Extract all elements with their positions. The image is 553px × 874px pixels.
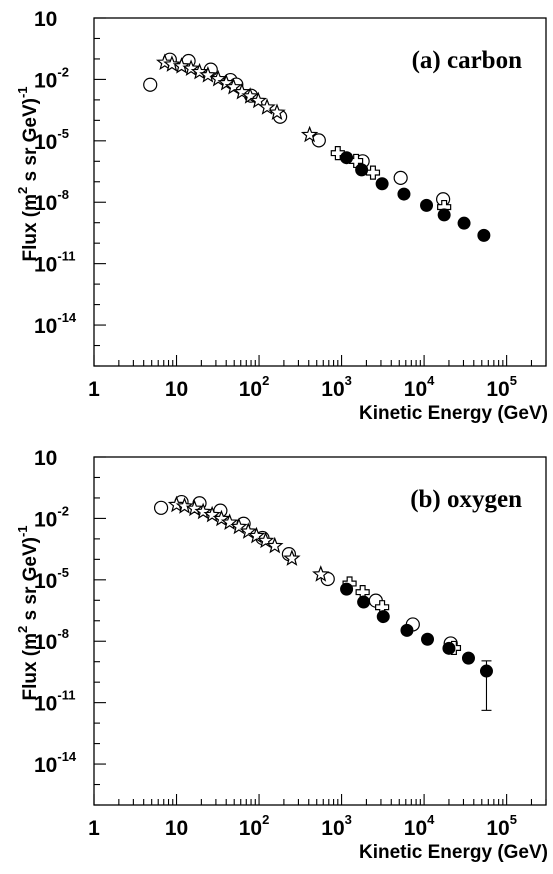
data-point-open-star (209, 69, 227, 87)
x-tick-label: 105 (486, 373, 517, 401)
data-point-open-star (249, 91, 268, 109)
data-point-open-circle (143, 77, 158, 92)
y-tick-label: 10-5 (34, 126, 69, 154)
panel-label: (b) oxygen (410, 486, 522, 513)
data-point-filled-circle (420, 198, 434, 212)
data-point-open-star (233, 82, 251, 100)
y-tick-label: 10-11 (34, 249, 75, 277)
data-point-open-star (266, 536, 284, 554)
y-tick-label: 10-8 (34, 626, 69, 654)
y-tick-label: 10-2 (34, 64, 69, 92)
data-point-filled-circle (457, 216, 471, 230)
data-point-open-star (185, 499, 204, 517)
data-point-open-star (199, 66, 217, 83)
data-point-open-star (203, 505, 221, 523)
data-point-filled-circle (477, 228, 491, 242)
panel-oxygen: 1 10 102 103 104 105 10 10-2 10-5 10-8 10-11 10-14 K… (15, 447, 548, 863)
data-point-filled-circle (437, 208, 451, 222)
x-tick-label: 104 (404, 373, 435, 401)
x-axis-title: Kinetic Energy (GeV) (359, 403, 548, 424)
y-axis-title: Flux (m2 s sr GeV)-1 (15, 86, 41, 261)
data-point-filled-circle (461, 651, 475, 665)
data-point-open-star (268, 103, 286, 120)
data-point-filled-circle (357, 595, 371, 609)
data-point-open-star (241, 87, 259, 104)
x-tick-label: 105 (486, 812, 517, 840)
y-tick-label: 10-2 (34, 503, 69, 531)
data-point-open-star (163, 55, 181, 72)
data-point-open-star (172, 57, 191, 74)
y-tick-label: 10-14 (34, 310, 77, 338)
data-point-open-star (212, 509, 231, 527)
data-point-open-star (300, 125, 319, 143)
data-point-open-star (175, 497, 194, 514)
data-point-open-cross (365, 165, 381, 180)
data-point-open-star (194, 502, 212, 520)
x-tick-label: 1 (88, 817, 100, 840)
panel-carbon: 1 10 102 103 104 105 10 10-2 10-5 10-8 10-11 10-14 K… (15, 8, 548, 424)
x-tick-label: 103 (321, 812, 352, 840)
data-point-open-circle (393, 170, 408, 185)
data-point-open-circle (153, 500, 169, 515)
data-point-open-star (256, 531, 275, 549)
x-tick-label: 1 (88, 378, 100, 401)
data-point-open-star (167, 495, 186, 513)
data-point-filled-circle (375, 177, 389, 191)
y-tick-label: 10 (34, 8, 57, 31)
data-point-filled-circle (340, 582, 354, 596)
data-point-open-star (247, 526, 266, 544)
data-point-open-star (258, 98, 276, 115)
data-point-open-star (220, 513, 239, 530)
data-point-open-star (230, 517, 248, 535)
x-tick-label: 102 (239, 373, 270, 401)
y-axis-title: Flux (m2 s sr GeV)-1 (15, 525, 41, 700)
data-point-open-star (283, 549, 301, 566)
data-point-open-star (217, 73, 235, 91)
data-point-filled-circle (400, 623, 414, 637)
y-tick-label: 10-14 (34, 749, 77, 777)
plot-frame (93, 456, 547, 806)
data-point-open-star (182, 59, 200, 76)
y-tick-label: 10-11 (34, 688, 75, 716)
data-point-open-star (190, 62, 209, 80)
x-tick-label: 104 (404, 812, 435, 840)
plot-frame (93, 17, 547, 367)
data-point-filled-circle (340, 151, 354, 165)
data-point-filled-circle (421, 632, 435, 646)
x-tick-label: 103 (321, 373, 352, 401)
data-point-filled-circle (397, 187, 411, 201)
x-tick-label: 10 (165, 817, 188, 840)
y-tick-label: 10-8 (34, 187, 69, 215)
data-point-open-cross (330, 146, 345, 161)
data-point-filled-circle (479, 664, 493, 678)
data-point-open-star (239, 522, 257, 539)
x-tick-label: 102 (239, 812, 270, 840)
data-point-open-star (224, 77, 243, 95)
y-tick-label: 10-5 (34, 565, 69, 593)
data-point-filled-circle (442, 641, 456, 655)
data-point-filled-circle (355, 163, 369, 177)
panel-label: (a) carbon (412, 47, 522, 74)
data-point-open-star (312, 565, 330, 582)
y-tick-label: 10 (34, 447, 57, 470)
data-point-filled-circle (376, 610, 390, 624)
x-tick-label: 10 (165, 378, 188, 401)
x-axis-title: Kinetic Energy (GeV) (359, 842, 548, 863)
